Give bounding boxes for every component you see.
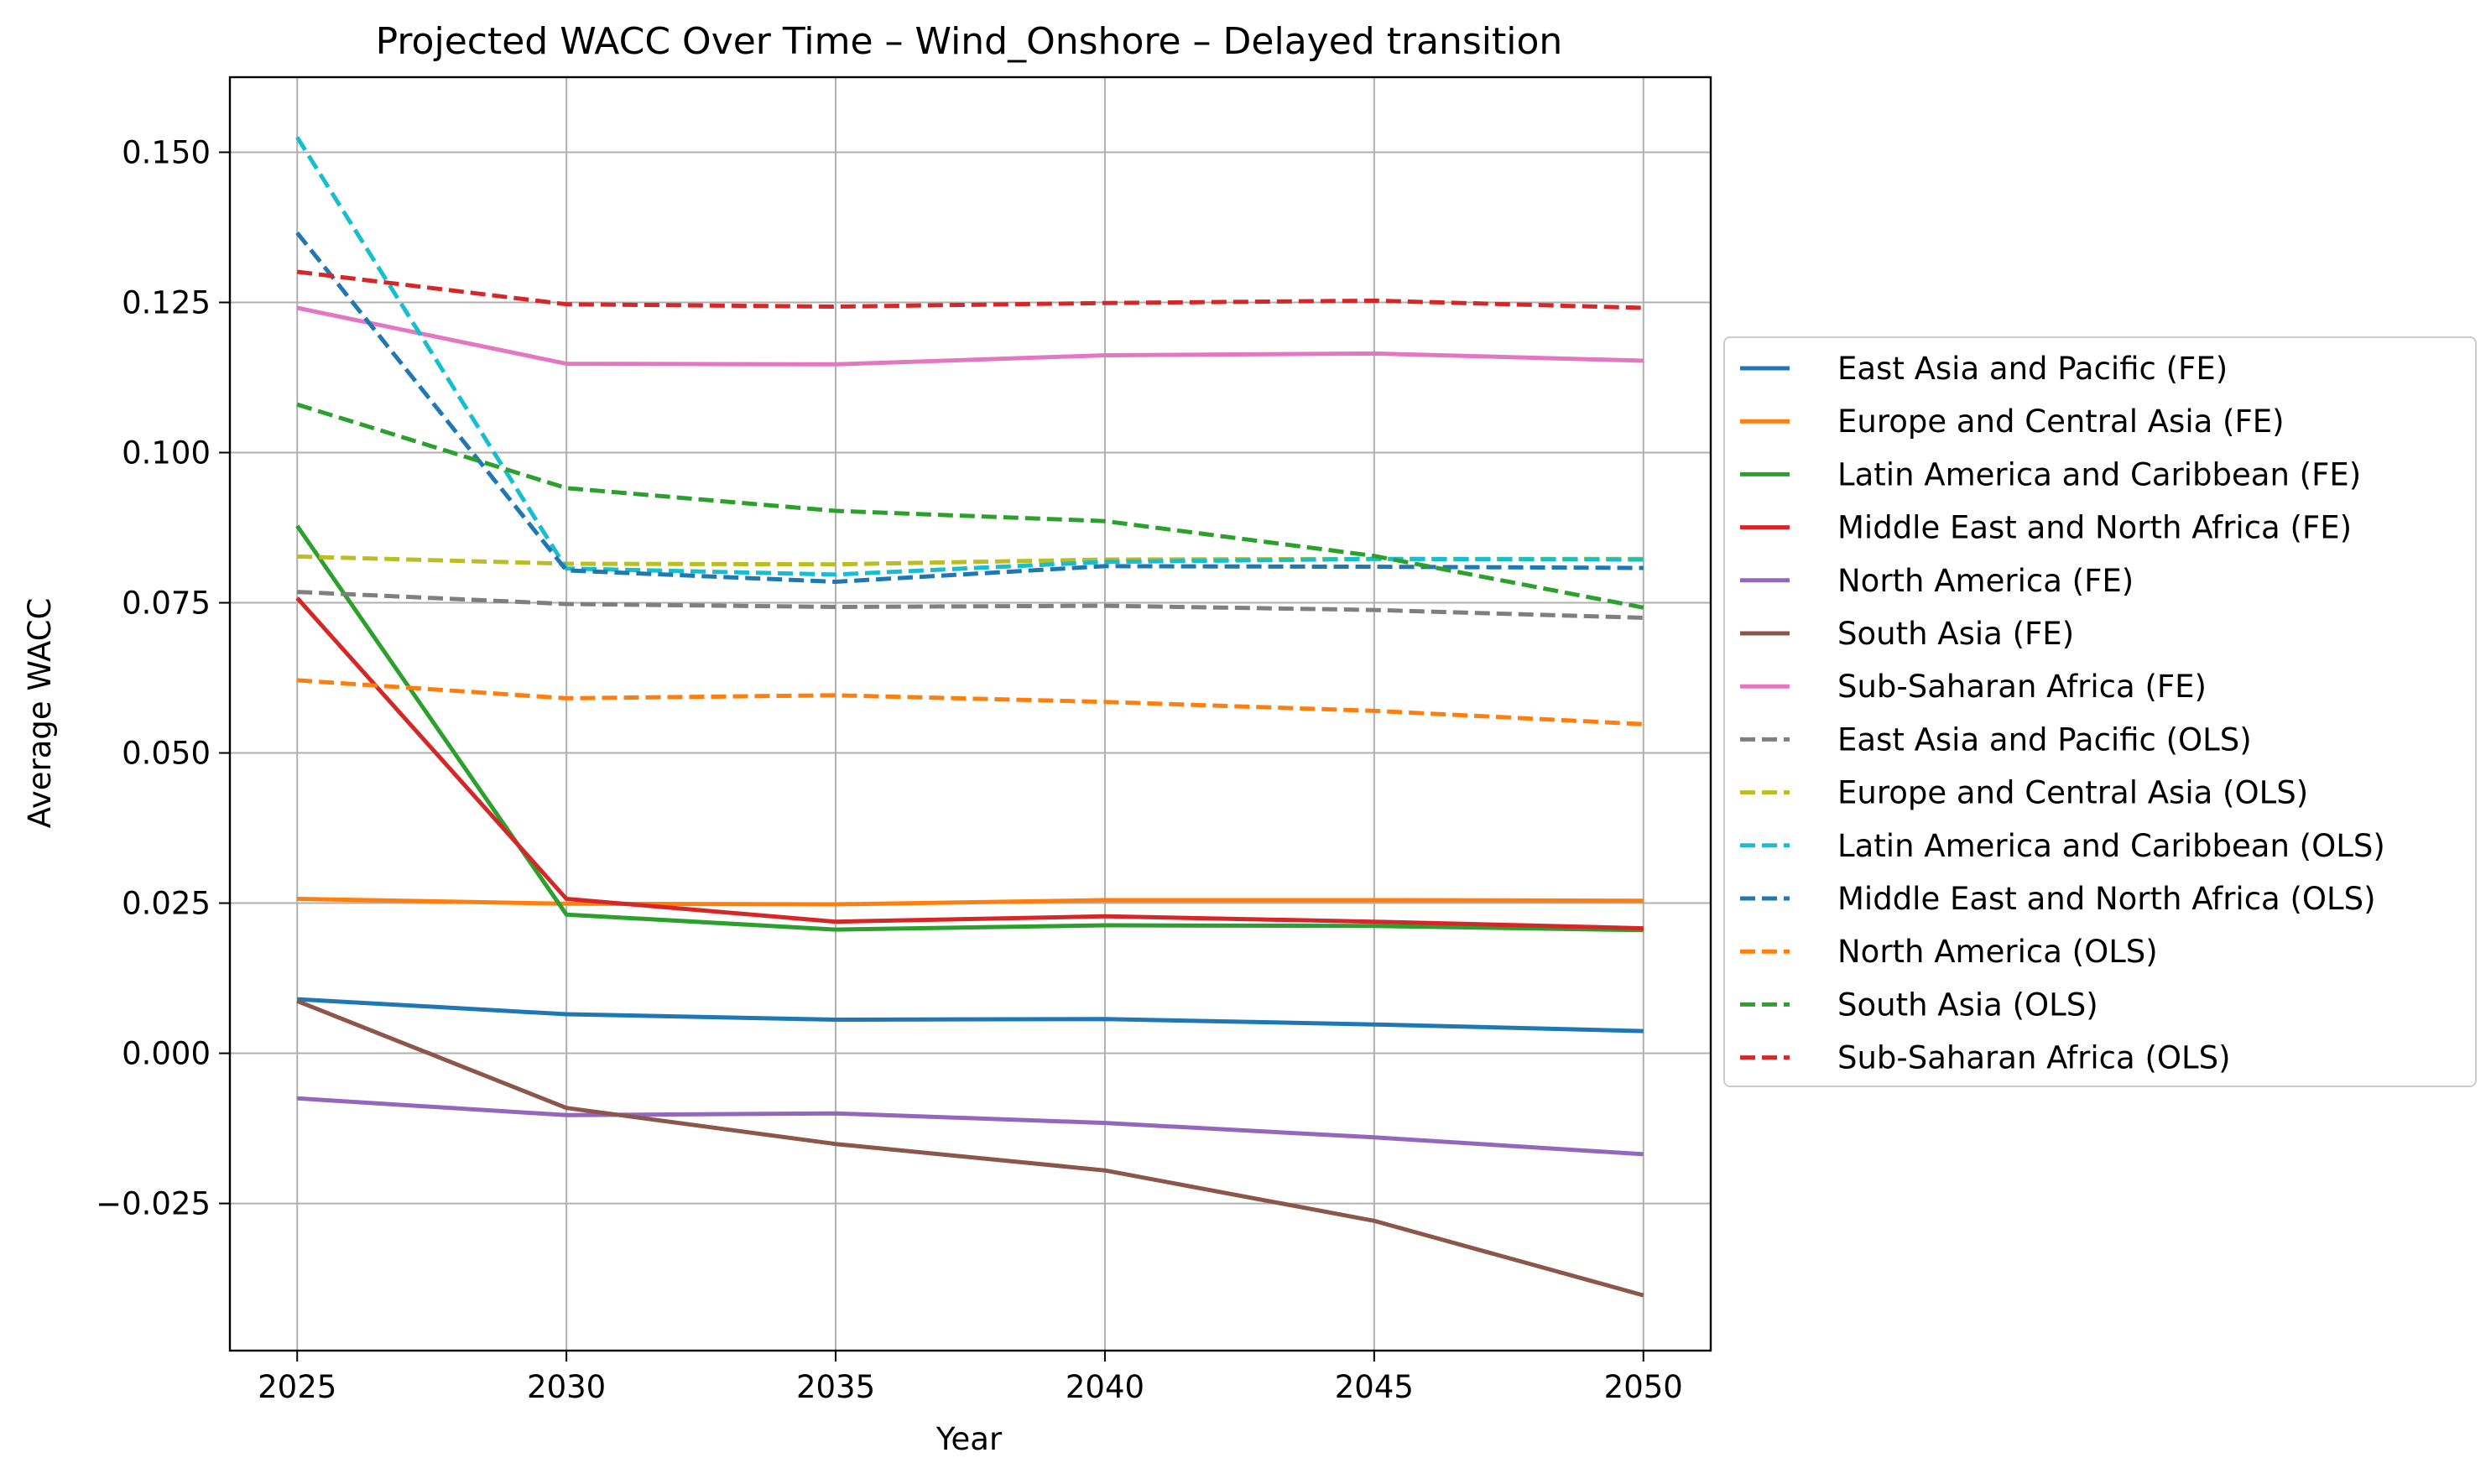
legend-label: East Asia and Pacific (OLS) — [1837, 721, 2252, 758]
y-tick-label: 0.075 — [122, 586, 211, 622]
legend-label: Europe and Central Asia (OLS) — [1837, 775, 2308, 811]
legend-label: Latin America and Caribbean (FE) — [1837, 456, 2361, 492]
y-tick-label: −0.025 — [96, 1186, 211, 1222]
y-tick-label: 0.025 — [122, 886, 211, 922]
legend-label: South Asia (FE) — [1837, 616, 2074, 652]
x-tick-label: 2035 — [796, 1369, 875, 1405]
series-line-south-asia-fe — [296, 998, 1644, 1298]
legend-label: Middle East and North Africa (OLS) — [1837, 881, 2376, 917]
x-tick-label: 2050 — [1604, 1369, 1683, 1405]
legend-label: Sub-Saharan Africa (FE) — [1837, 669, 2207, 705]
x-tick-label: 2030 — [527, 1369, 606, 1405]
y-tick-label: 0.000 — [122, 1036, 211, 1072]
series-line-latin-america-and-caribbean-fe — [295, 524, 1644, 933]
plot-frame — [228, 76, 1712, 1352]
x-axis-label: Year — [935, 1421, 1003, 1457]
grid — [230, 77, 1711, 1351]
chart-title: Projected WACC Over Time – Wind_Onshore … — [376, 20, 1563, 63]
series-line-middle-east-and-north-africa-fe — [295, 596, 1644, 931]
series-line-east-asia-and-pacific-ols — [297, 590, 1644, 620]
legend-label: Sub-Saharan Africa (OLS) — [1837, 1040, 2231, 1076]
x-tick-label: 2045 — [1335, 1369, 1414, 1405]
series-line-north-america-ols — [297, 678, 1644, 726]
y-tick-label: 0.100 — [122, 435, 211, 471]
series-line-south-asia-ols — [296, 402, 1644, 610]
series-line-east-asia-and-pacific-fe — [297, 997, 1644, 1034]
series-line-middle-east-and-north-africa-ols — [295, 231, 1644, 584]
legend-label: North America (OLS) — [1837, 934, 2158, 970]
series-line-latin-america-and-caribbean-ols — [295, 136, 1644, 577]
axis-ticks: 2025 2030 2035 2040 2045 2050 0.150 0.125 0.100 0… — [96, 135, 1683, 1405]
legend-label: East Asia and Pacific (FE) — [1837, 351, 2228, 387]
series-line-north-america-fe — [297, 1096, 1644, 1157]
x-tick-label: 2040 — [1066, 1369, 1144, 1405]
y-tick-label: 0.125 — [122, 285, 211, 321]
y-axis-label: Average WACC — [22, 598, 58, 829]
y-tick-label: 0.050 — [122, 736, 211, 772]
y-tick-label: 0.150 — [122, 135, 211, 171]
series-line-europe-and-central-asia-fe — [297, 897, 1644, 907]
legend-label: Middle East and North Africa (FE) — [1837, 510, 2352, 546]
series-line-sub-saharan-africa-fe — [296, 305, 1644, 367]
series-lines — [295, 136, 1644, 1298]
legend-label: South Asia (OLS) — [1837, 987, 2098, 1023]
legend-box — [1723, 336, 2477, 1087]
legend-label: Europe and Central Asia (FE) — [1837, 404, 2285, 440]
legend-label: Latin America and Caribbean (OLS) — [1837, 828, 2385, 864]
legend-label: North America (FE) — [1837, 563, 2134, 599]
series-line-sub-saharan-africa-ols — [296, 269, 1644, 310]
legend: East Asia and Pacific (FE) Europe and Cen… — [1723, 336, 2477, 1087]
x-tick-label: 2025 — [258, 1369, 336, 1405]
